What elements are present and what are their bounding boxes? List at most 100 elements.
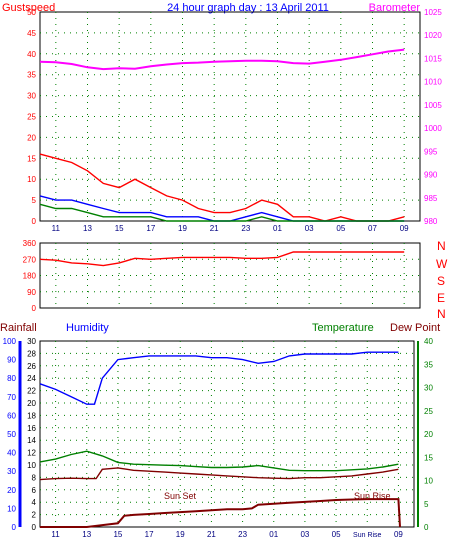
temperature-series: [39, 450, 399, 472]
top-x-tick-label: 17: [146, 224, 155, 233]
dewpoint-title: Dew Point: [390, 322, 440, 334]
rainfall-y-tick-label: 80: [7, 374, 16, 383]
compass-label-n-top: N: [437, 239, 446, 253]
wind-direction-chart: 0 90 180 270 360: [23, 239, 421, 313]
temperature-y-tick-label: 25: [424, 407, 433, 416]
humidity-title: Humidity: [66, 322, 109, 334]
top-plot-frame: [39, 11, 421, 222]
gust-y-tick-label: 35: [27, 71, 36, 80]
bot-x-tick-label: 17: [145, 530, 154, 539]
temperature-y-tick-label: 10: [424, 477, 433, 486]
direction-y-tick-label: 360: [23, 239, 37, 248]
temperature-y-tick-label: 0: [424, 523, 429, 532]
rainfall-title: Rainfall: [0, 322, 37, 334]
temperature-title: Temperature: [312, 322, 374, 334]
rainfall-y-tick-label: 30: [7, 467, 16, 476]
rainfall-y-tick-label: 50: [7, 430, 16, 439]
bot-x-tick-label: 23: [238, 530, 247, 539]
humidity-y-tick-label: 14: [27, 436, 36, 445]
sunrise-label: Sun Rise: [354, 491, 391, 501]
bot-x-tick-label: 13: [82, 530, 91, 539]
barometer-y-tick-label: 985: [424, 194, 438, 203]
bot-x-tick-label: 05: [332, 530, 341, 539]
humidity-y-tick-label: 16: [27, 424, 36, 433]
graph-title: 24 hour graph day : 13 April 2011: [167, 2, 329, 14]
gust-y-tick-label: 5: [32, 196, 37, 205]
gust-y-tick-label: 15: [27, 154, 36, 163]
top-x-tick-label: 03: [305, 224, 314, 233]
bot-x-tick-label: 09: [394, 530, 403, 539]
top-x-tick-label: 19: [178, 224, 187, 233]
temperature-y-tick-label: 15: [424, 453, 433, 462]
gust-series: [39, 153, 405, 222]
gust-y-tick-label: 45: [27, 29, 36, 38]
barometer-y-tick-label: 980: [424, 217, 438, 226]
top-x-tick-label: 21: [210, 224, 219, 233]
temperature-y-tick-label: 20: [424, 430, 433, 439]
gust-y-tick-label: 25: [27, 113, 36, 122]
wind-barometer-chart: 0510152025303540455098098599099510001005…: [27, 8, 442, 233]
wind-direction-series: [39, 251, 405, 267]
rainfall-y-tick-label: 70: [7, 393, 16, 402]
sunset-label: Sun Set: [164, 491, 197, 501]
humidity-y-tick-label: 18: [27, 411, 36, 420]
compass-label-s: S: [437, 274, 445, 288]
rainfall-y-tick-label: 40: [7, 449, 16, 458]
compass-label-w: W: [436, 257, 448, 271]
barometer-series: [39, 48, 405, 71]
humidity-y-tick-label: 26: [27, 362, 36, 371]
bot-x-tick-label: 15: [113, 530, 122, 539]
top-x-tick-label: 07: [368, 224, 377, 233]
top-x-tick-label: 11: [52, 224, 61, 233]
dewpoint-series: [39, 467, 399, 481]
humidity-y-tick-label: 12: [27, 449, 36, 458]
barometer-title: Barometer: [369, 2, 421, 14]
humidity-y-tick-label: 22: [27, 387, 36, 396]
bot-x-tick-label: Sun Rise: [353, 532, 382, 539]
gust-y-tick-label: 50: [27, 8, 36, 17]
top-x-tick-label: 13: [83, 224, 92, 233]
temperature-y-tick-label: 40: [424, 337, 433, 346]
humidity-series: [39, 351, 399, 405]
humidity-y-tick-label: 2: [32, 511, 37, 520]
humidity-y-tick-label: 4: [32, 498, 37, 507]
bot-x-tick-label: 01: [269, 530, 278, 539]
direction-y-tick-label: 90: [27, 288, 36, 297]
top-x-tick-label: 23: [241, 224, 250, 233]
rainfall-y-tick-label: 20: [7, 486, 16, 495]
temp-humidity-rain-chart: 0102030405060708090100024681012141618202…: [3, 337, 434, 539]
rainfall-y-tick-label: 90: [7, 356, 16, 365]
humidity-y-tick-label: 24: [27, 374, 36, 383]
gust-y-tick-label: 40: [27, 50, 36, 59]
gust-y-tick-label: 30: [27, 92, 36, 101]
top-x-tick-label: 01: [273, 224, 282, 233]
bot-plot-frame: [39, 340, 415, 528]
temperature-y-tick-label: 30: [424, 384, 433, 393]
temperature-y-tick-label: 35: [424, 360, 433, 369]
lull-wind-series: [39, 203, 405, 222]
rainfall-y-tick-label: 10: [7, 504, 16, 513]
humidity-y-tick-label: 0: [32, 523, 37, 532]
humidity-y-tick-label: 20: [27, 399, 36, 408]
barometer-y-tick-label: 1005: [424, 101, 442, 110]
gust-y-tick-label: 10: [27, 175, 36, 184]
barometer-y-tick-label: 1020: [424, 31, 442, 40]
rainfall-series: [40, 498, 401, 528]
compass-label-e: E: [437, 291, 445, 305]
humidity-y-tick-label: 8: [32, 473, 37, 482]
bot-x-tick-label: 19: [176, 530, 185, 539]
bot-x-tick-label: 21: [207, 530, 216, 539]
rainfall-y-tick-label: 60: [7, 411, 16, 420]
humidity-y-tick-label: 6: [32, 486, 37, 495]
gust-y-tick-label: 0: [32, 217, 37, 226]
bot-x-tick-label: 03: [300, 530, 309, 539]
rainfall-y-tick-label: 0: [12, 523, 17, 532]
barometer-y-tick-label: 1015: [424, 54, 442, 63]
rainfall-y-tick-label: 100: [3, 337, 17, 346]
temperature-y-tick-label: 5: [424, 500, 429, 509]
humidity-y-tick-label: 30: [27, 337, 36, 346]
gustspeed-title: Gustspeed: [2, 2, 55, 14]
compass-label-n-bottom: N: [437, 307, 446, 321]
top-x-tick-label: 09: [400, 224, 409, 233]
